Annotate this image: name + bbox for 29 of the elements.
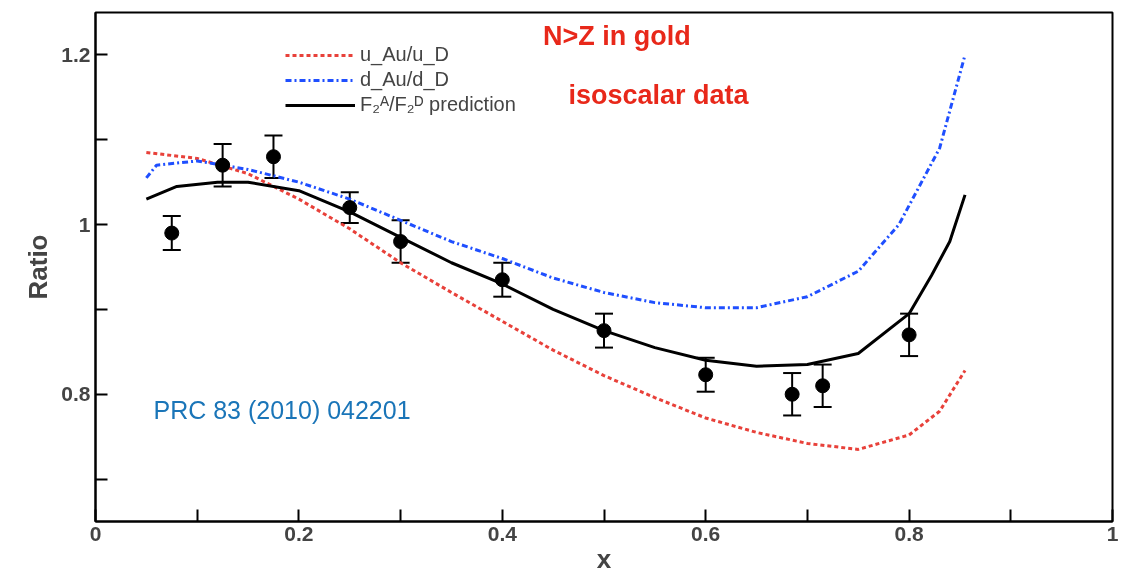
line-series (144, 150, 967, 451)
x-tick-label: 1 (1106, 521, 1119, 545)
point (494, 272, 510, 288)
x-tick-label: 0 (89, 521, 102, 545)
point (265, 149, 281, 165)
legend-label: d_Au/d_D (360, 68, 449, 91)
x-tick-label: 0.8 (894, 521, 925, 545)
annotation: PRC 83 (2010) 042201 (153, 395, 411, 424)
x-axis-title: x (596, 543, 612, 574)
y-axis-title: Ratio (23, 234, 54, 300)
legend-label: u_Au/u_D (360, 43, 449, 66)
point (164, 225, 180, 241)
point (596, 323, 612, 339)
y-tick-label: 1.2 (61, 42, 91, 66)
point (901, 327, 917, 343)
legend-label: F₂ᴬ/F₂ᴰ prediction (360, 93, 516, 116)
point (215, 157, 231, 173)
point (393, 234, 409, 250)
x-tick-label: 0.2 (284, 521, 314, 545)
point (815, 378, 831, 394)
annotation: isoscalar data (568, 80, 750, 111)
y-tick-label: 1 (78, 212, 91, 236)
annotation: N>Z in gold (542, 20, 691, 51)
point (698, 367, 714, 383)
y-tick-label: 0.8 (61, 382, 91, 406)
x-tick-label: 0.4 (487, 521, 518, 545)
x-tick-label: 0.6 (691, 521, 721, 545)
point (342, 200, 358, 216)
point (784, 386, 800, 402)
